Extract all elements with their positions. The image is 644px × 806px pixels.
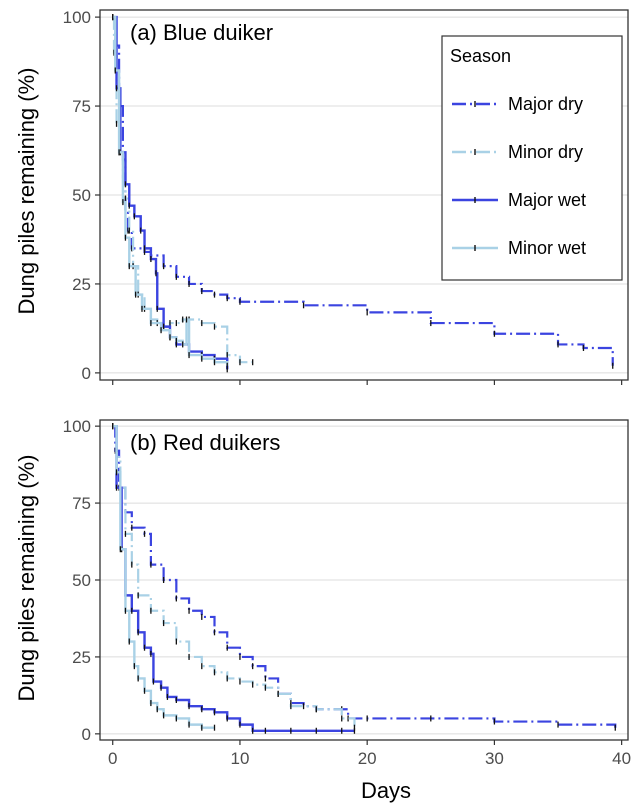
- series-line-major-wet: [112, 15, 229, 370]
- panel-label: (b) Red duikers: [130, 430, 280, 455]
- panel-red-duikers: 0 25 50 75 100 0 10 20 30 40 (b) Red duikers: [63, 417, 631, 768]
- panel-label: (a) Blue duiker: [130, 20, 273, 45]
- y-tick-label: 100: [63, 8, 91, 27]
- legend-label: Minor dry: [508, 142, 583, 162]
- series-line-minor-wet: [112, 15, 229, 366]
- y-axis-label-panel-b: Dung piles remaining (%): [14, 455, 39, 702]
- x-tick-label: 30: [485, 749, 504, 768]
- legend: Season Major dry Minor dry Major wet Minor w…: [441, 35, 623, 281]
- series-line-minor-dry: [112, 425, 356, 728]
- legend-label: Minor wet: [508, 238, 586, 258]
- y-tick-label: 25: [72, 648, 91, 667]
- y-tick-label: 50: [72, 186, 91, 205]
- x-tick-label: 10: [230, 749, 249, 768]
- x-tick-label: 20: [358, 749, 377, 768]
- legend-box: [441, 35, 623, 281]
- legend-title: Season: [450, 46, 511, 66]
- y-tick-label: 75: [72, 97, 91, 116]
- y-tick-label: 0: [82, 364, 91, 383]
- y-tick-label: 75: [72, 494, 91, 513]
- legend-label: Major wet: [508, 190, 586, 210]
- x-tick-label: 40: [612, 749, 631, 768]
- y-tick-label: 50: [72, 571, 91, 590]
- panel-blue-duiker: 0 25 50 75 100 (a) Blue duiker: [63, 8, 629, 385]
- x-axis-label: Days: [361, 778, 411, 803]
- y-tick-label: 100: [63, 417, 91, 436]
- legend-label: Major dry: [508, 94, 583, 114]
- series-line-major-dry: [112, 425, 617, 728]
- x-tick-label: 0: [108, 749, 117, 768]
- y-tick-label: 25: [72, 275, 91, 294]
- y-axis-label-panel-a: Dung piles remaining (%): [14, 68, 39, 315]
- series-line-major-wet: [112, 424, 355, 732]
- series-line-minor-wet: [112, 424, 215, 729]
- series-line-minor-dry: [112, 16, 253, 364]
- y-tick-label: 0: [82, 725, 91, 744]
